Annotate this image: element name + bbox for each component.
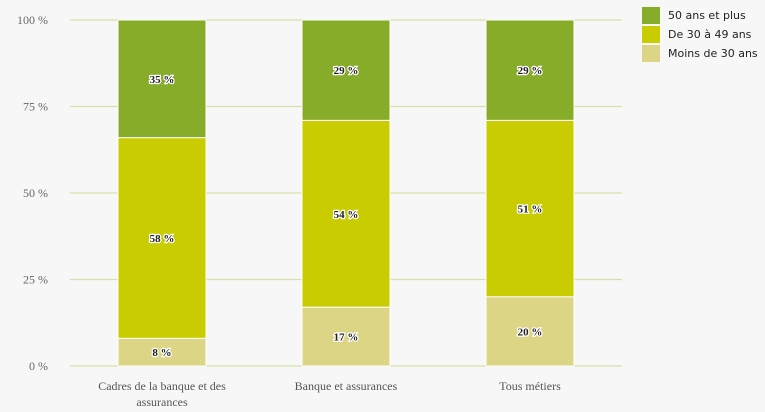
bar-segment: [485, 19, 575, 121]
chart-legend: 50 ans et plus De 30 à 49 ans Moins de 30 …: [642, 6, 758, 63]
legend-item: 50 ans et plus: [642, 6, 758, 25]
legend-label: 50 ans et plus: [668, 9, 746, 22]
x-category-label: Cadres de la banque et des assurances: [98, 379, 226, 409]
stacked-bar-chart: 0 % 25 % 50 % 75 % 100 % 8 % 58 % 35 % 17 % 54 % 2…: [17, 13, 622, 409]
bar-segment: [485, 119, 575, 298]
legend-label: Moins de 30 ans: [668, 47, 758, 60]
legend-item: De 30 à 49 ans: [642, 25, 758, 44]
y-tick-label: 75 %: [23, 100, 48, 114]
data-label: 51 %: [518, 204, 543, 216]
legend-label: De 30 à 49 ans: [668, 28, 752, 41]
legend-swatch: [642, 45, 660, 62]
y-tick-label: 0 %: [29, 359, 48, 373]
bar-segment: [117, 337, 207, 367]
bar-segment: [485, 296, 575, 367]
data-label: 54 %: [334, 209, 359, 221]
y-tick-label: 100 %: [17, 13, 48, 27]
data-label: 35 %: [150, 74, 175, 86]
x-category-label: Banque et assurances: [295, 379, 398, 393]
bar-segment: [117, 19, 207, 139]
y-tick-label: 50 %: [23, 186, 48, 200]
bar-segment: [301, 19, 391, 121]
data-label: 20 %: [518, 326, 543, 338]
bar-segment: [117, 137, 207, 339]
y-tick-label: 25 %: [23, 273, 48, 287]
legend-item: Moins de 30 ans: [642, 44, 758, 63]
data-label: 58 %: [150, 233, 175, 245]
data-label: 29 %: [518, 65, 543, 77]
legend-swatch: [642, 26, 660, 43]
data-label: 8 %: [152, 347, 171, 359]
x-category-label: Tous métiers: [499, 379, 561, 393]
legend-swatch: [642, 7, 660, 24]
data-label: 29 %: [334, 65, 359, 77]
data-label: 17 %: [334, 332, 359, 344]
